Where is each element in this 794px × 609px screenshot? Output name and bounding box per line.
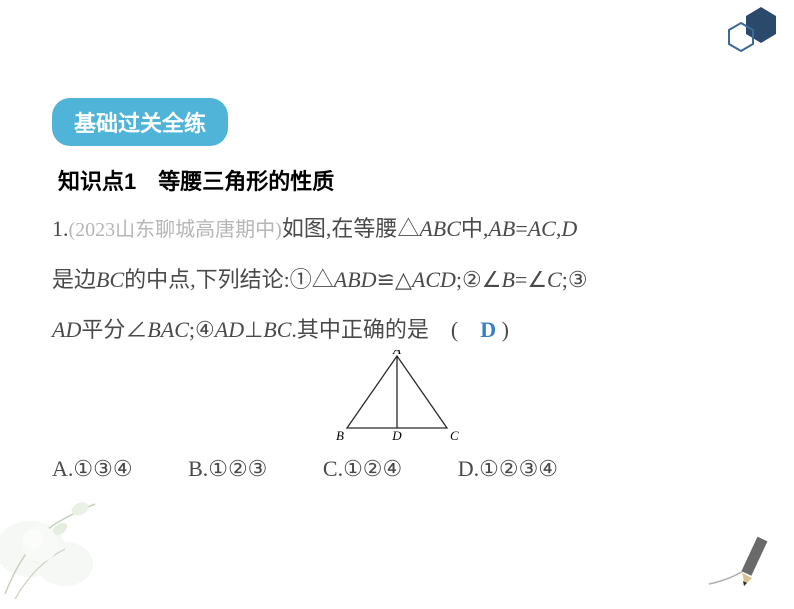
svg-text:C: C bbox=[450, 428, 459, 443]
var-c: C bbox=[547, 267, 562, 292]
q-text: 如图,在等腰△ bbox=[282, 216, 420, 241]
svg-text:B: B bbox=[336, 428, 344, 443]
q-text: 平分∠ bbox=[81, 317, 147, 342]
q-text: ) bbox=[496, 317, 509, 342]
pencil-decoration bbox=[704, 529, 784, 594]
var-d: D bbox=[561, 216, 577, 241]
svg-text:A: A bbox=[392, 350, 401, 357]
var-ab: AB bbox=[488, 216, 515, 241]
q-text: 是边 bbox=[52, 267, 96, 292]
var-bac: BAC bbox=[147, 317, 189, 342]
q-text: =∠ bbox=[515, 267, 547, 292]
q-text: ;②∠ bbox=[456, 267, 502, 292]
var-abc: ABC bbox=[419, 216, 461, 241]
option-c: C.①②④ bbox=[323, 456, 402, 482]
question-source: (2023山东聊城高唐期中) bbox=[69, 219, 282, 241]
perp-symbol: ⊥ bbox=[244, 317, 263, 342]
question-number: 1. bbox=[52, 216, 69, 241]
answer-letter: D bbox=[480, 317, 496, 342]
option-b: B.①②③ bbox=[188, 456, 267, 482]
option-d: D.①②③④ bbox=[458, 456, 558, 482]
watercolor-decoration bbox=[0, 454, 155, 609]
q-text: 中, bbox=[461, 216, 489, 241]
var-ad2: AD bbox=[215, 317, 244, 342]
var-ad: AD bbox=[52, 317, 81, 342]
knowledge-point-heading: 知识点1 等腰三角形的性质 bbox=[58, 164, 794, 196]
hexagon-decoration bbox=[723, 5, 779, 60]
section-badge: 基础过关全练 bbox=[52, 98, 228, 146]
q-text: 的中点,下列结论:①△ bbox=[124, 267, 334, 292]
q-text: ;③ bbox=[562, 267, 588, 292]
congruent-symbol: ≌ bbox=[377, 267, 395, 292]
var-abd: ABD bbox=[334, 267, 377, 292]
answer-options: A.①③④ B.①②③ C.①②④ D.①②③④ bbox=[52, 456, 794, 482]
var-bc2: BC bbox=[263, 317, 291, 342]
var-acd: ACD bbox=[412, 267, 456, 292]
q-text: ;④ bbox=[189, 317, 215, 342]
var-ac: AC bbox=[528, 216, 556, 241]
var-bc: BC bbox=[96, 267, 124, 292]
var-b: B bbox=[501, 267, 514, 292]
question-body: 1.(2023山东聊城高唐期中)如图,在等腰△ABC中,AB=AC,D 是边BC… bbox=[52, 204, 746, 356]
triangle-figure: A B C D bbox=[0, 350, 794, 450]
svg-text:D: D bbox=[391, 428, 402, 443]
q-text: .其中正确的是 ( bbox=[291, 317, 480, 342]
